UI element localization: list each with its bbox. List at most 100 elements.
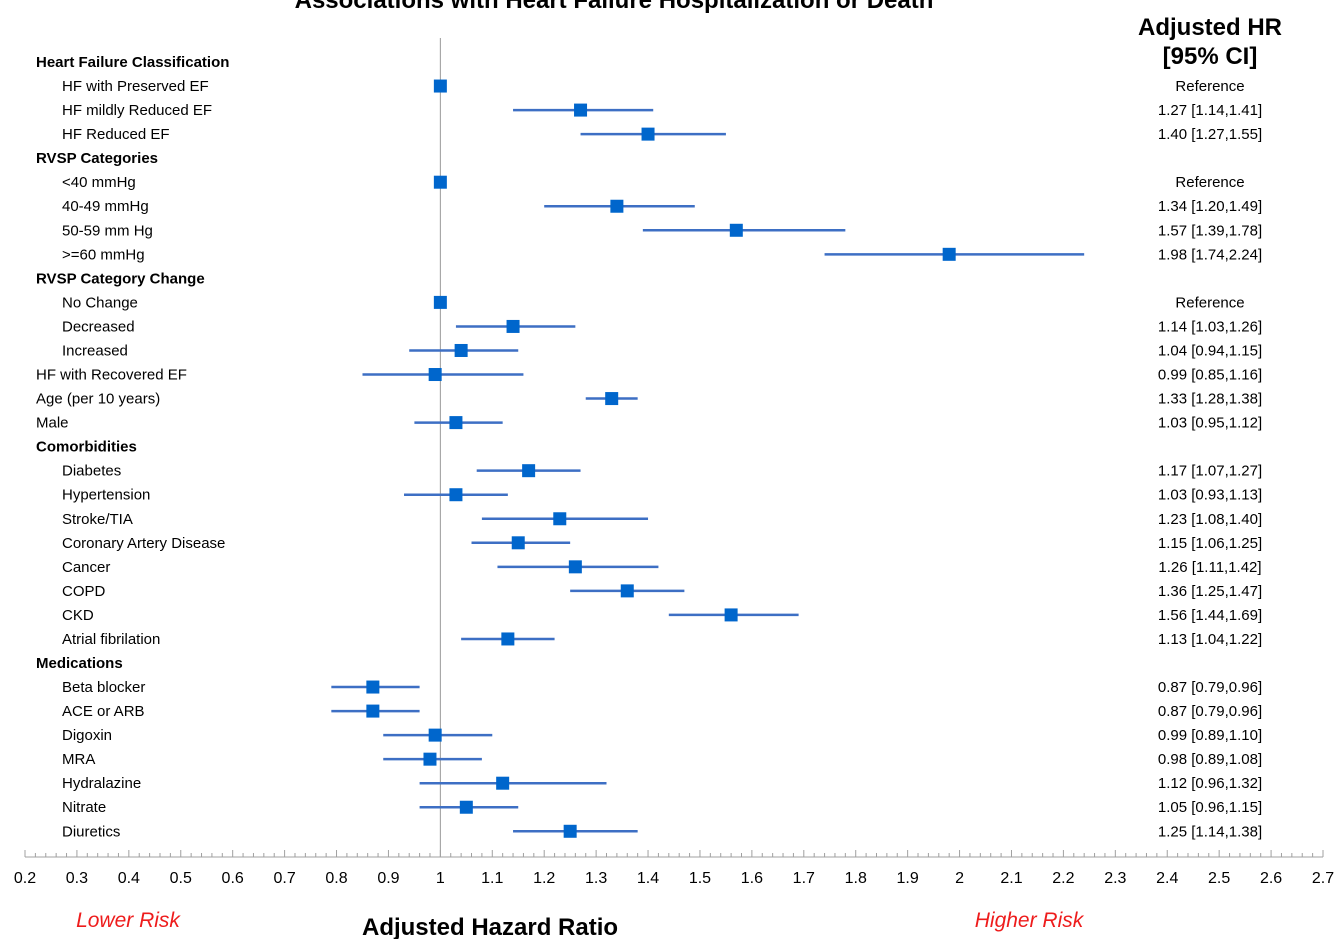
data-row: Diabetes 1.17 [1.07,1.27] — [62, 463, 1262, 480]
x-tick-label: 1.7 — [793, 870, 815, 887]
section-row: RVSP Categories — [36, 150, 158, 167]
hr-marker — [610, 199, 624, 213]
hr-marker — [501, 632, 515, 646]
x-tick-label: 1.4 — [637, 870, 659, 887]
section-row: Heart Failure Classification — [36, 54, 229, 71]
data-row: 40-49 mmHg 1.34 [1.20,1.49] — [62, 198, 1262, 215]
x-tick-label: 2.6 — [1260, 870, 1282, 887]
row-label: Decreased — [62, 318, 135, 335]
hr-ci-text: 1.25 [1.14,1.38] — [1158, 823, 1262, 840]
x-tick-label: 0.5 — [170, 870, 192, 887]
x-axis: 0.2 0.3 0.4 0.5 0.6 0.7 0.8 0.9 1 1.1 1.2 1.3 1.4 1.5… — [14, 850, 1334, 887]
hr-ci-text: 1.14 [1.03,1.26] — [1158, 318, 1262, 335]
section-label: Comorbidities — [36, 439, 137, 456]
row-label: Digoxin — [62, 727, 112, 744]
hr-ci-text: 1.33 [1.28,1.38] — [1158, 391, 1262, 408]
hr-ci-text: 1.23 [1.08,1.40] — [1158, 511, 1262, 528]
x-tick-label: 0.2 — [14, 870, 36, 887]
x-tick-label: 1.9 — [897, 870, 919, 887]
row-label: Cancer — [62, 559, 110, 576]
hr-marker — [563, 824, 577, 838]
row-label: Age (per 10 years) — [36, 391, 160, 408]
hr-ci-text: 0.87 [0.79,0.96] — [1158, 703, 1262, 720]
hr-marker — [433, 295, 447, 309]
row-label: Atrial fibrilation — [62, 631, 160, 648]
x-tick-label: 0.8 — [325, 870, 347, 887]
row-label: MRA — [62, 751, 95, 768]
x-tick-label: 1 — [436, 870, 445, 887]
hr-marker — [506, 319, 520, 333]
x-tick-label: 2.7 — [1312, 870, 1334, 887]
data-row: Male 1.03 [0.95,1.12] — [36, 415, 1262, 432]
x-tick-label: 0.6 — [222, 870, 244, 887]
x-tick-label: 1.6 — [741, 870, 763, 887]
hr-ci-text: 1.13 [1.04,1.22] — [1158, 631, 1262, 648]
row-label: No Change — [62, 294, 138, 311]
x-tick-label: 2.2 — [1052, 870, 1074, 887]
hr-marker — [366, 704, 380, 718]
x-tick-label: 1.5 — [689, 870, 711, 887]
row-label: HF with Recovered EF — [36, 367, 187, 384]
hr-ci-text: 1.98 [1.74,2.24] — [1158, 246, 1262, 263]
hr-marker — [511, 536, 525, 550]
data-row: HF with Recovered EF 0.99 [0.85,1.16] — [36, 367, 1262, 384]
x-tick-label: 0.3 — [66, 870, 88, 887]
hr-ci-text: 1.04 [0.94,1.15] — [1158, 342, 1262, 359]
row-label: Diuretics — [62, 823, 120, 840]
row-label: HF with Preserved EF — [62, 78, 209, 95]
row-label: HF Reduced EF — [62, 126, 170, 143]
data-row: 50-59 mm Hg 1.57 [1.39,1.78] — [62, 222, 1262, 239]
row-label: Nitrate — [62, 799, 106, 816]
section-label: Heart Failure Classification — [36, 54, 229, 71]
data-row: Nitrate 1.05 [0.96,1.15] — [62, 799, 1262, 816]
data-row: Coronary Artery Disease 1.15 [1.06,1.25] — [62, 535, 1262, 552]
hr-ci-text: 1.03 [0.93,1.13] — [1158, 487, 1262, 504]
x-tick-label: 0.7 — [273, 870, 295, 887]
hr-ci-text: 1.36 [1.25,1.47] — [1158, 583, 1262, 600]
hr-marker — [423, 752, 437, 766]
hr-ci-text: 0.98 [0.89,1.08] — [1158, 751, 1262, 768]
row-label: Hypertension — [62, 487, 150, 504]
hr-ci-text: Reference — [1175, 78, 1244, 95]
hr-ci-text: 1.26 [1.11,1.42] — [1158, 559, 1261, 576]
row-label: <40 mmHg — [62, 174, 136, 191]
x-tick-label: 2.5 — [1208, 870, 1230, 887]
hr-ci-text: 0.99 [0.89,1.10] — [1158, 727, 1262, 744]
section-row: RVSP Category Change — [36, 270, 205, 287]
section-row: Medications — [36, 655, 123, 672]
rows-layer: Heart Failure Classification HF with Pres… — [36, 38, 1262, 857]
x-tick-label: 1.8 — [845, 870, 867, 887]
x-tick-label: 0.4 — [118, 870, 140, 887]
data-row: Increased 1.04 [0.94,1.15] — [62, 342, 1262, 359]
hr-marker — [449, 488, 463, 502]
hr-ci-text: 1.15 [1.06,1.25] — [1158, 535, 1262, 552]
hr-marker — [428, 728, 442, 742]
row-label: COPD — [62, 583, 106, 600]
hr-ci-text: 1.12 [0.96,1.32] — [1158, 775, 1262, 792]
data-row: Hypertension 1.03 [0.93,1.13] — [62, 487, 1262, 504]
section-label: RVSP Categories — [36, 150, 158, 167]
hr-marker — [433, 79, 447, 93]
x-tick-label: 2.3 — [1104, 870, 1126, 887]
hr-ci-text: 1.40 [1.27,1.55] — [1158, 126, 1262, 143]
row-label: Diabetes — [62, 463, 121, 480]
hr-marker — [724, 608, 738, 622]
row-label: >=60 mmHg — [62, 246, 145, 263]
x-tick-label: 2.4 — [1156, 870, 1178, 887]
data-row: Stroke/TIA 1.23 [1.08,1.40] — [62, 511, 1262, 528]
data-row: No Change Reference — [62, 294, 1245, 311]
hr-ci-text: 1.56 [1.44,1.69] — [1158, 607, 1262, 624]
row-label: Coronary Artery Disease — [62, 535, 225, 552]
hr-marker — [433, 175, 447, 189]
data-row: Decreased 1.14 [1.03,1.26] — [62, 318, 1262, 335]
hr-marker — [729, 223, 743, 237]
x-tick-label: 1.3 — [585, 870, 607, 887]
x-tick-label: 1.2 — [533, 870, 555, 887]
hr-header-line1: Adjusted HR — [1138, 14, 1282, 41]
data-row: Beta blocker 0.87 [0.79,0.96] — [62, 679, 1262, 696]
hr-ci-text: Reference — [1175, 174, 1244, 191]
data-row: Digoxin 0.99 [0.89,1.10] — [62, 727, 1262, 744]
hr-marker — [428, 368, 442, 382]
row-label: 40-49 mmHg — [62, 198, 149, 215]
